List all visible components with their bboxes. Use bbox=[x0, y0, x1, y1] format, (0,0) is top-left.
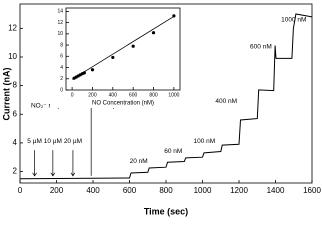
y-tick-label: 12 bbox=[57, 20, 63, 26]
x-tick-label: 400 bbox=[86, 186, 100, 195]
plot-frame bbox=[65, 7, 181, 91]
point bbox=[172, 14, 176, 18]
x-tick-label: 400 bbox=[109, 92, 118, 98]
y-tick-label: 4 bbox=[60, 65, 63, 71]
x-tick-label: 0 bbox=[18, 186, 23, 195]
x-tick-label: 800 bbox=[149, 92, 158, 98]
arrow-head bbox=[32, 172, 37, 177]
x-tick-label: 600 bbox=[123, 186, 137, 195]
y-tick-label: 0 bbox=[60, 87, 63, 93]
data-line bbox=[19, 13, 313, 180]
point bbox=[90, 68, 95, 72]
y-tick-label: 4 bbox=[13, 138, 18, 147]
x-tick-label: 1000 bbox=[168, 92, 179, 98]
chart: Time (sec) Current (nA) 0 200 400 600 800 100… bbox=[1, 3, 321, 216]
x-tick-label: 600 bbox=[129, 92, 138, 98]
y-tick-label: 14 bbox=[57, 9, 63, 15]
annotation: 100 nM bbox=[193, 138, 215, 145]
y-tick-label: 2 bbox=[13, 167, 18, 176]
y-tick-label: 6 bbox=[60, 54, 63, 60]
annotation: 400 nM bbox=[215, 98, 237, 105]
annotation: 20 nM bbox=[130, 158, 148, 165]
y-tick-label: 8 bbox=[13, 81, 18, 90]
annotation: 10 µM bbox=[44, 138, 62, 145]
point bbox=[111, 55, 115, 60]
point bbox=[151, 31, 156, 35]
x-axis-label: Time (sec) bbox=[144, 206, 188, 216]
y-axis-label: Current (nA) bbox=[1, 68, 11, 121]
x-tick-label: 1600 bbox=[303, 186, 321, 195]
annotation: 5 µM bbox=[27, 138, 42, 145]
x-tick-label: 0 bbox=[71, 92, 74, 98]
x-tick-label: 1400 bbox=[267, 186, 285, 195]
point bbox=[131, 44, 135, 48]
y-tick-label: 10 bbox=[57, 31, 63, 37]
y-tick-label: 10 bbox=[8, 52, 17, 61]
fit-line bbox=[71, 16, 175, 80]
x-tick-label: 800 bbox=[159, 186, 173, 195]
arrow-head bbox=[50, 172, 56, 177]
inset-background bbox=[50, 6, 184, 108]
y-tick-label: 12 bbox=[8, 23, 17, 32]
x-tick-label: 200 bbox=[88, 92, 97, 98]
annotation: 600 nM bbox=[250, 44, 272, 51]
x-tick-label: 1000 bbox=[194, 186, 212, 195]
y-tick-label: 6 bbox=[13, 109, 18, 118]
point bbox=[82, 71, 86, 75]
inset-x-axis-label: NO Concentration (nM) bbox=[92, 101, 154, 107]
y-tick-label: 2 bbox=[60, 76, 63, 82]
y-tick-label: 8 bbox=[60, 42, 63, 48]
x-tick-label: 1200 bbox=[230, 186, 248, 195]
annotation: 1000 nM bbox=[281, 16, 306, 23]
annotation: 20 µM bbox=[64, 138, 82, 145]
annotation: 60 nM bbox=[164, 148, 182, 155]
x-tick-label: 200 bbox=[50, 186, 64, 195]
arrow-head bbox=[70, 172, 76, 177]
